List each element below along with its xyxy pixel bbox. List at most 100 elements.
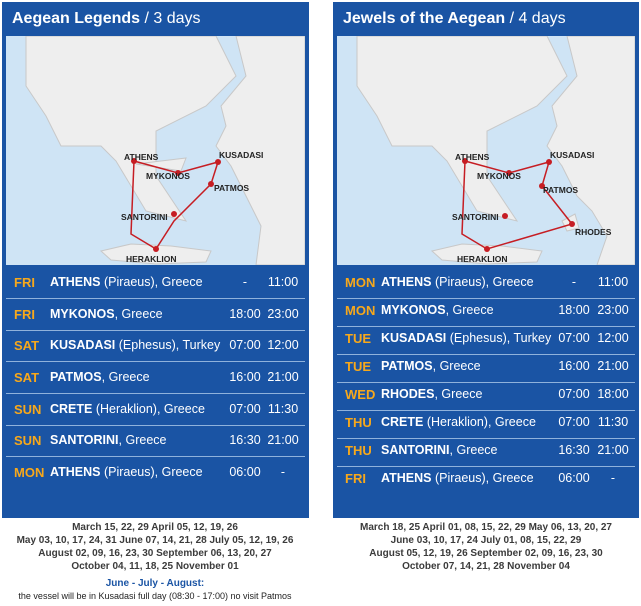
day: MON [345, 303, 376, 318]
cruise-name: Aegean Legends [12, 10, 141, 27]
schedule-row: FRI ATHENS (Piraeus), Greece 06:00 - [337, 463, 635, 494]
dates-line: October 04, 11, 18, 25 November 01 [71, 561, 239, 572]
departure: 21:00 [267, 370, 299, 384]
schedule-row: MON ATHENS (Piraeus), Greece 06:00 - [6, 457, 305, 488]
day: FRI [14, 275, 35, 290]
departure: 18:00 [597, 387, 629, 401]
map-label-mykonos: MYKONOS [146, 171, 190, 181]
departure: 11:30 [597, 415, 629, 429]
dates-line: August 02, 09, 16, 23, 30 September 06, … [38, 548, 272, 559]
map-label-rhodes: RHODES [575, 227, 612, 237]
port: RHODES, Greece [381, 387, 483, 401]
day: THU [345, 415, 372, 430]
port: SANTORINI, Greece [50, 433, 167, 447]
panel-title: Aegean Legends / 3 days [4, 4, 307, 34]
port: SANTORINI, Greece [381, 443, 498, 457]
day: THU [345, 443, 372, 458]
cruise-name: Jewels of the Aegean [343, 10, 506, 27]
departure: 21:00 [267, 433, 299, 447]
port: CRETE (Heraklion), Greece [50, 402, 205, 416]
map-label-kusadasi: KUSADASI [219, 150, 263, 160]
note-text: the vessel will be in Kusadasi full day … [18, 591, 292, 601]
arrival: 06:00 [229, 465, 261, 479]
schedule-row: THU SANTORINI, Greece 16:30 21:00 [337, 435, 635, 467]
port: ATHENS (Piraeus), Greece [50, 275, 203, 289]
arrival: 07:00 [229, 338, 261, 352]
dates-line: August 05, 12, 19, 26 September 02, 09, … [369, 548, 603, 559]
departure: 11:30 [267, 402, 299, 416]
departure: - [610, 471, 616, 485]
arrival: 06:00 [558, 471, 590, 485]
itinerary-panel-jewels-of-the-aegean: Jewels of the Aegean / 4 days ATHENS MYK… [333, 2, 639, 518]
map-label-mykonos: MYKONOS [477, 171, 521, 181]
departure: 12:00 [267, 338, 299, 352]
dates-line: May 03, 10, 17, 24, 31 June 07, 14, 21, … [16, 535, 294, 546]
arrival: 07:00 [229, 402, 261, 416]
schedule-row: FRI ATHENS (Piraeus), Greece - 11:00 [6, 267, 305, 299]
departure-dates-aegean-legends: March 15, 22, 29 April 05, 12, 19, 26 Ma… [0, 521, 310, 603]
dates-line: June 03, 10, 17, 24 July 01, 08, 15, 22,… [390, 535, 582, 546]
arrival: - [242, 275, 248, 289]
departure: - [280, 465, 286, 479]
schedule-row: TUE PATMOS, Greece 16:00 21:00 [337, 351, 635, 383]
arrival: 16:00 [229, 370, 261, 384]
arrival: 18:00 [558, 303, 590, 317]
panel-title: Jewels of the Aegean / 4 days [335, 4, 637, 34]
arrival: 16:30 [558, 443, 590, 457]
port: MYKONOS, Greece [381, 303, 494, 317]
departure-dates-jewels-of-the-aegean: March 18, 25 April 01, 08, 15, 22, 29 Ma… [333, 521, 639, 573]
arrival: 18:00 [229, 307, 261, 321]
map-label-patmos: PATMOS [214, 183, 249, 193]
schedule-row: SUN SANTORINI, Greece 16:30 21:00 [6, 425, 305, 457]
port: ATHENS (Piraeus), Greece [50, 465, 203, 479]
schedule-row: SAT KUSADASI (Ephesus), Turkey 07:00 12:00 [6, 330, 305, 362]
departure: 23:00 [267, 307, 299, 321]
schedule-row: WED RHODES, Greece 07:00 18:00 [337, 379, 635, 411]
route-map: ATHENS MYKONOS KUSADASI PATMOS SANTORINI… [6, 36, 305, 265]
departure: 12:00 [597, 331, 629, 345]
map-label-heraklion: HERAKLION [126, 254, 177, 264]
dates-line: March 18, 25 April 01, 08, 15, 22, 29 Ma… [359, 522, 612, 533]
map-label-santorini: SANTORINI [121, 212, 168, 222]
map-label-heraklion: HERAKLION [457, 254, 508, 264]
cruise-duration: / 4 days [505, 10, 566, 27]
schedule-table: FRI ATHENS (Piraeus), Greece - 11:00 FRI MYK… [6, 267, 305, 514]
schedule-row: SAT PATMOS, Greece 16:00 21:00 [6, 362, 305, 394]
port: ATHENS (Piraeus), Greece [381, 275, 534, 289]
port: ATHENS (Piraeus), Greece [381, 471, 534, 485]
map-label-patmos: PATMOS [543, 185, 578, 195]
schedule-row: MON ATHENS (Piraeus), Greece - 11:00 [337, 267, 635, 299]
day: FRI [345, 471, 366, 486]
day: WED [345, 387, 376, 402]
day: TUE [345, 359, 371, 374]
port: MYKONOS, Greece [50, 307, 163, 321]
map-label-athens: ATHENS [124, 152, 159, 162]
day: FRI [14, 307, 35, 322]
day: MON [345, 275, 376, 290]
dates-line: March 15, 22, 29 April 05, 12, 19, 26 [72, 522, 238, 533]
note-title: June - July - August: [105, 578, 205, 589]
departure: 21:00 [597, 359, 629, 373]
dates-line: October 07, 14, 21, 28 November 04 [402, 561, 570, 572]
arrival: 07:00 [558, 415, 590, 429]
itinerary-panel-aegean-legends: Aegean Legends / 3 days ATHENS MYKONOS K… [2, 2, 309, 518]
port: PATMOS, Greece [50, 370, 150, 384]
schedule-row: THU CRETE (Heraklion), Greece 07:00 11:30 [337, 407, 635, 439]
departure: 11:00 [267, 275, 299, 289]
departure: 11:00 [597, 275, 629, 289]
port: KUSADASI (Ephesus), Turkey [381, 331, 552, 345]
day: SAT [14, 338, 40, 353]
arrival: - [571, 275, 577, 289]
route-map: ATHENS MYKONOS KUSADASI PATMOS SANTORINI… [337, 36, 635, 265]
schedule-row: FRI MYKONOS, Greece 18:00 23:00 [6, 299, 305, 331]
day: MON [14, 465, 45, 480]
day: SUN [14, 402, 42, 417]
map-label-kusadasi: KUSADASI [550, 150, 594, 160]
schedule-row: TUE KUSADASI (Ephesus), Turkey 07:00 12:00 [337, 323, 635, 355]
day: SAT [14, 370, 40, 385]
cruise-duration: / 3 days [140, 10, 201, 27]
map-label-athens: ATHENS [455, 152, 490, 162]
arrival: 07:00 [558, 387, 590, 401]
day: SUN [14, 433, 42, 448]
schedule-table: MON ATHENS (Piraeus), Greece - 11:00 MON MYK… [337, 267, 635, 514]
